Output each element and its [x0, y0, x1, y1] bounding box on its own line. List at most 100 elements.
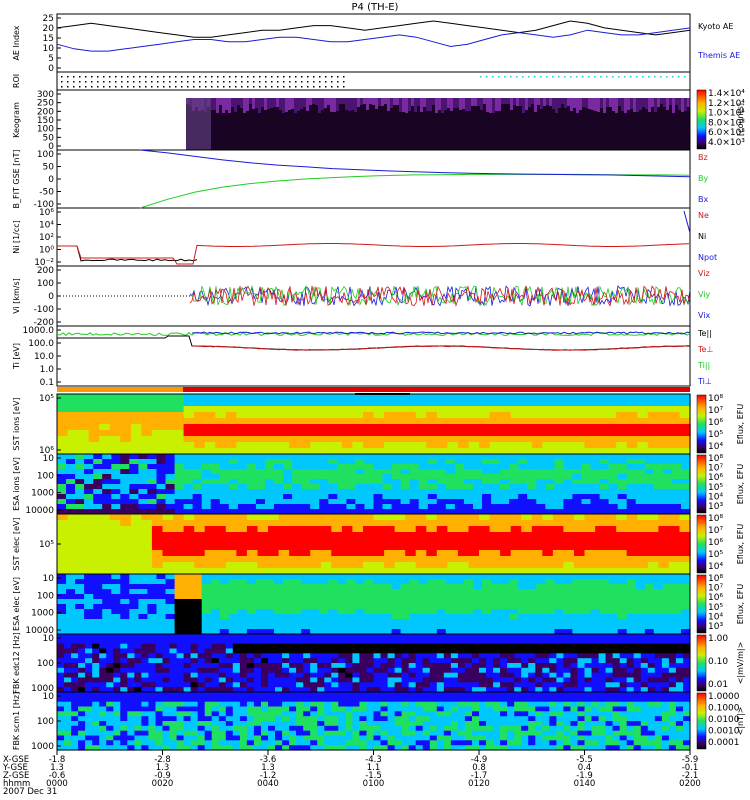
spectrogram-cell-sst_ion: [605, 430, 617, 437]
spectrogram-cell-fbk_e: [85, 687, 93, 693]
spectrogram-cell-esa_ion: [608, 454, 619, 460]
spectrogram-cell-esa_elec: [644, 594, 655, 600]
spectrogram-cell-fbk_e: [366, 663, 375, 669]
spectrogram-cell-esa_elec: [84, 609, 94, 615]
spectrogram-cell-esa_ion: [445, 474, 456, 480]
spectrogram-cell-sst_elec: [605, 526, 617, 533]
spectrogram-cell-fbk_e: [338, 672, 346, 679]
spectrogram-cell-esa_elec: [653, 579, 664, 585]
spectrogram-cell-sst_ion: [563, 394, 575, 401]
spectrogram-cell-esa_ion: [536, 504, 546, 510]
spectrogram-cell-sst_ion: [215, 442, 227, 449]
spectrogram-cell-sst_ion: [310, 400, 322, 407]
spectrogram-cell-sst_ion: [204, 424, 216, 431]
spectrogram-cell-esa_ion: [536, 459, 546, 465]
spectrogram-cell-fbk_e: [661, 682, 670, 688]
spectrogram-cell-esa_elec: [617, 624, 628, 630]
spectrogram-cell-esa_elec: [518, 594, 528, 600]
spectrogram-cell-fbk_b: [387, 692, 396, 698]
spectrogram-cell-sst_ion: [268, 442, 280, 449]
spectrogram-cell-fbk_e: [612, 634, 621, 640]
spectrogram-cell-sst_elec: [647, 538, 659, 545]
spectrogram-cell-esa_ion: [255, 459, 266, 465]
spectrogram-cell-esa_elec: [174, 574, 185, 580]
spectrogram-cell-sst_elec: [468, 562, 480, 569]
spectrogram-cell-sst_elec: [331, 550, 343, 557]
spectrogram-cell-fbk_b: [127, 735, 135, 741]
spectrogram-cell-esa_elec: [527, 589, 537, 595]
spectrogram-cell-esa_elec: [219, 594, 230, 600]
spectrogram-cell-esa_ion: [75, 464, 85, 470]
spectrogram-cell-sst_ion: [363, 430, 375, 437]
spectrogram-cell-sst_elec: [510, 544, 522, 551]
spectrogram-cell-fbk_b: [113, 740, 121, 746]
spectrogram-cell-fbk_e: [472, 682, 480, 688]
roi-mark: [223, 76, 225, 78]
spectrogram-cell-esa_ion: [255, 464, 266, 470]
spectrogram-cell-fbk_b: [401, 701, 410, 708]
spectrogram-cell-esa_elec: [518, 574, 528, 580]
spectrogram-cell-fbk_e: [450, 643, 459, 650]
spectrogram-cell-esa_elec: [84, 594, 94, 600]
spectrogram-cell-fbk_e: [661, 653, 670, 659]
spectrogram-cell-fbk_e: [71, 638, 79, 645]
spectrogram-cell-sst_elec: [183, 526, 195, 533]
spectrogram-cell-sst_ion: [352, 400, 364, 407]
spectrogram-cell-fbk_e: [598, 682, 607, 688]
spectrogram-cell-fbk_b: [197, 716, 206, 722]
spectrogram-cell-fbk_e: [141, 658, 149, 664]
spectrogram-cell-esa_elec: [66, 614, 76, 620]
spectrogram-cell-esa_elec: [210, 609, 221, 615]
spectrogram-cell-esa_elec: [608, 599, 619, 605]
keogram-cell: [312, 98, 315, 104]
roi-mark: [103, 81, 105, 83]
spectrogram-cell-esa_ion: [138, 469, 148, 475]
spectrogram-cell-sst_elec: [394, 568, 406, 575]
spectrogram-cell-esa_ion: [183, 484, 194, 490]
spectrogram-cell-fbk_b: [436, 701, 445, 708]
spectrogram-cell-esa_elec: [156, 584, 167, 590]
spectrogram-cell-esa_elec: [527, 594, 537, 600]
spectrogram-cell-esa_ion: [608, 499, 619, 505]
spectrogram-cell-esa_elec: [626, 599, 637, 605]
spectrogram-cell-sst_ion: [552, 418, 565, 425]
spectrogram-cell-fbk_e: [289, 634, 297, 640]
keogram-cell: [468, 98, 471, 111]
spectrogram-cell-fbk_e: [141, 677, 149, 683]
spectrogram-cell-esa_ion: [608, 494, 619, 500]
spectrogram-cell-fbk_e: [563, 682, 571, 688]
keogram-cell: [504, 98, 507, 104]
spectrogram-cell-sst_ion: [236, 412, 248, 419]
spectrogram-cell-esa_ion: [337, 479, 347, 485]
spectrogram-cell-sst_ion: [405, 424, 417, 431]
spectrogram-cell-esa_elec: [355, 589, 365, 595]
spectrogram-cell-sst_elec: [236, 568, 248, 575]
spectrogram-cell-fbk_e: [549, 643, 557, 650]
spectrogram-cell-fbk_b: [345, 745, 353, 751]
spectrogram-cell-esa_ion: [608, 509, 619, 515]
roi-mark: [67, 86, 69, 88]
spectrogram-cell-fbk_e: [422, 643, 431, 650]
spectrogram-cell-sst_ion: [658, 418, 670, 425]
keogram-cell: [546, 98, 549, 105]
spectrogram-cell-esa_elec: [228, 614, 239, 620]
spectrogram-cell-fbk_e: [296, 667, 304, 674]
spectrogram-cell-esa_ion: [644, 504, 655, 510]
spectrogram-cell-esa_elec: [581, 609, 592, 615]
spectrogram-cell-esa_elec: [165, 619, 176, 625]
spectrogram-cell-esa_elec: [644, 604, 655, 610]
spectrogram-cell-esa_elec: [301, 629, 311, 635]
spectrogram-cell-fbk_b: [239, 725, 248, 732]
spectrogram-cell-fbk_b: [366, 711, 375, 717]
spectrogram-cell-sst_elec: [99, 526, 111, 533]
spectrogram-cell-fbk_b: [345, 716, 353, 722]
spectrogram-cell-sst_elec: [384, 568, 396, 575]
spectrogram-cell-esa_elec: [192, 609, 203, 615]
roi-mark: [301, 76, 303, 78]
spectrogram-cell-fbk_e: [408, 638, 417, 645]
spectrogram-cell-esa_ion: [509, 509, 519, 515]
keogram-cell: [261, 98, 264, 107]
spectrogram-cell-fbk_e: [64, 653, 72, 659]
spectrogram-cell-fbk_b: [303, 706, 311, 712]
spectrogram-cell-fbk_e: [479, 682, 487, 688]
